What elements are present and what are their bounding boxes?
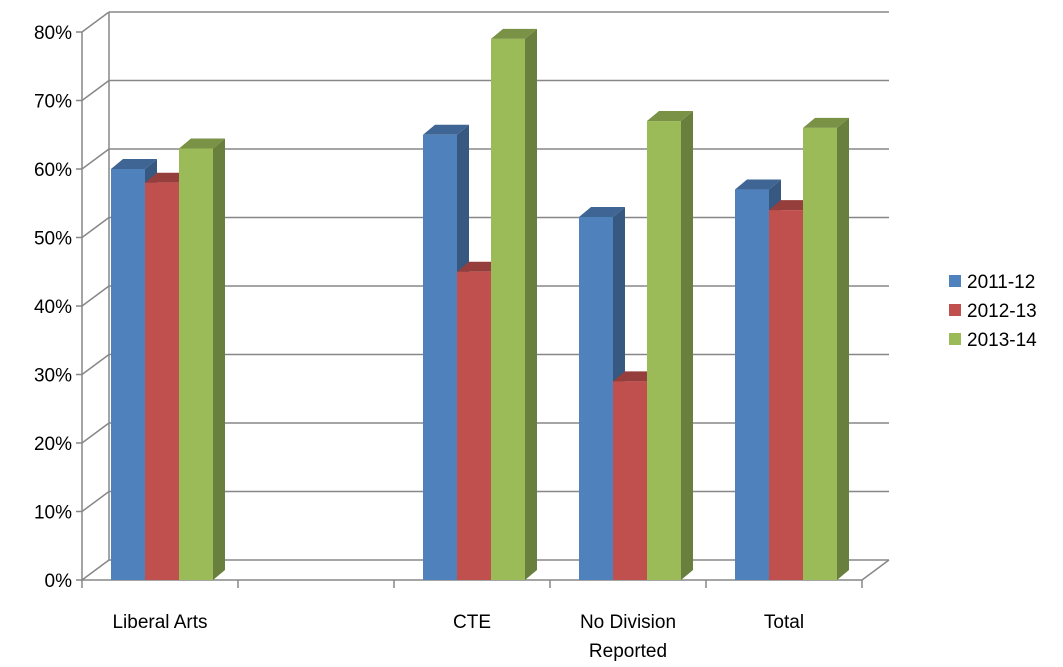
bar	[179, 138, 225, 580]
gridline-side	[81, 216, 110, 239]
y-axis-ticks: 0% 10% 20% 30% 40% 50% 60% 70% 80%	[34, 23, 82, 592]
gridline-side	[81, 559, 110, 581]
bar-side	[681, 111, 693, 581]
bar-top	[735, 179, 781, 190]
gridline-side	[81, 11, 110, 33]
bar-front	[579, 216, 613, 580]
y-tick-label: 20%	[34, 434, 72, 455]
gridline-side	[81, 148, 110, 170]
y-tick-label: 40%	[34, 297, 72, 318]
y-tick-label: 60%	[34, 160, 72, 181]
bar-front	[613, 381, 647, 580]
legend-label: 2013-14	[967, 330, 1037, 351]
bar-side	[525, 28, 537, 581]
legend-swatch	[949, 275, 961, 287]
bar-top	[579, 206, 625, 217]
bar-top	[111, 159, 157, 169]
bar	[803, 117, 849, 581]
bar	[647, 111, 693, 581]
gridline-side	[81, 422, 110, 444]
bar-side	[837, 117, 849, 581]
legend: 2011-12 2012-13 2013-14	[949, 272, 1037, 351]
y-tick-label: 70%	[34, 92, 72, 113]
gridline-side	[81, 490, 110, 513]
floor-right-edge	[861, 559, 890, 581]
bar-top	[423, 124, 469, 135]
y-tick-label: 50%	[34, 229, 72, 250]
legend-label: 2011-12	[967, 272, 1035, 293]
bar-front	[145, 182, 179, 580]
legend-swatch	[949, 304, 961, 316]
bar-top	[803, 117, 849, 128]
gridline-side	[81, 79, 110, 102]
bar-top	[491, 28, 537, 39]
bar-front	[179, 148, 213, 580]
y-tick-label: 30%	[34, 366, 72, 387]
bar	[491, 28, 537, 581]
legend-item: 2013-14	[949, 330, 1037, 351]
x-category-label: No Division Reported	[580, 612, 676, 662]
bar-front	[423, 134, 457, 580]
bar-front	[111, 169, 145, 580]
bar-front	[803, 127, 837, 581]
legend-swatch	[949, 333, 961, 345]
gridline-side	[81, 285, 110, 307]
legend-item: 2011-12	[949, 272, 1035, 293]
bar-front	[457, 271, 491, 580]
y-tick-label: 0%	[45, 571, 73, 592]
x-category-label: Total	[764, 612, 804, 633]
x-category-label: CTE	[453, 612, 491, 633]
gridline-side	[81, 353, 110, 376]
y-tick-label: 80%	[34, 23, 72, 44]
x-category-label: Liberal Arts	[112, 612, 207, 633]
bar-top	[179, 138, 225, 149]
bar-front	[735, 189, 769, 581]
bar-top	[647, 111, 693, 122]
bar-side	[213, 138, 225, 580]
bar-front	[769, 210, 803, 580]
legend-item: 2012-13	[949, 301, 1037, 322]
bar-front	[491, 38, 525, 581]
legend-label: 2012-13	[967, 301, 1037, 322]
x-axis: Liberal Arts CTE No Division Reported Total	[81, 580, 863, 662]
bars	[111, 28, 849, 581]
y-tick-label: 10%	[34, 503, 72, 524]
bar-front	[647, 121, 681, 581]
